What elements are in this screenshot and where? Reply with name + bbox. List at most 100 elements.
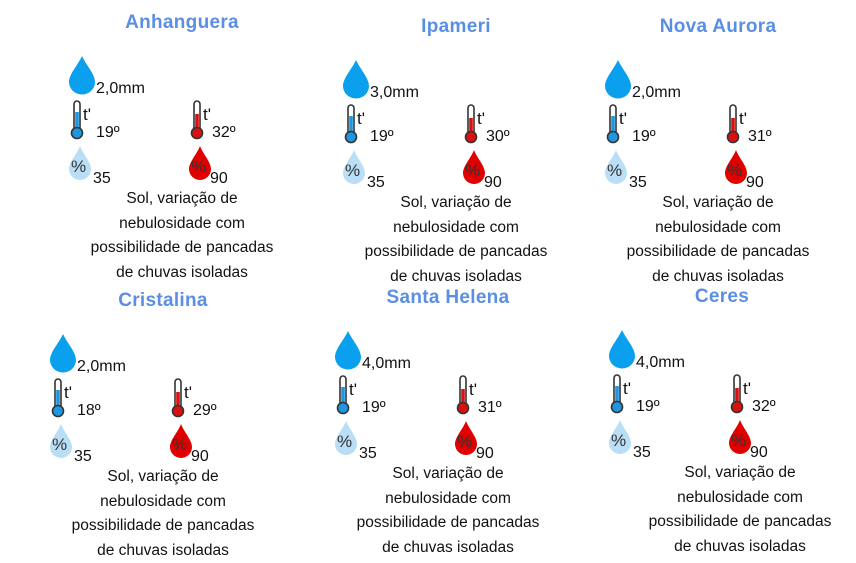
humidity-min: 35	[74, 447, 92, 467]
humidity-min: 35	[633, 443, 651, 463]
percent-symbol: %	[731, 431, 746, 451]
description-line: possibilidade de pancadas	[336, 240, 576, 265]
temp-symbol: t'	[64, 383, 72, 403]
description-line: Sol, variação de	[620, 461, 856, 486]
temp-symbol: t'	[477, 109, 485, 129]
rain-amount: 4,0mm	[362, 354, 411, 374]
temp-min: 19º	[370, 127, 394, 147]
temp-min: 19º	[636, 397, 660, 417]
water-drop-icon	[608, 329, 636, 369]
thermometer-cold-icon	[70, 100, 84, 140]
city-forecast-card: Anhanguera 2,0mm t' 19º t' 32º % 35 % 90…	[62, 11, 302, 281]
water-drop-icon	[604, 59, 632, 99]
temp-max: 32º	[212, 123, 236, 143]
description-line: Sol, variação de	[336, 191, 576, 216]
humidity-drop-red-icon: %	[462, 149, 486, 185]
temp-max: 30º	[486, 127, 510, 147]
description-line: nebulosidade com	[43, 490, 283, 515]
rain-amount: 2,0mm	[96, 79, 145, 99]
description-line: nebulosidade com	[336, 216, 576, 241]
thermometer-hot-icon	[726, 104, 740, 144]
humidity-drop-red-icon: %	[728, 419, 752, 455]
temp-symbol: t'	[83, 105, 91, 125]
humidity-max: 90	[191, 447, 209, 467]
description-line: nebulosidade com	[62, 212, 302, 237]
temp-max: 29º	[193, 401, 217, 421]
temp-symbol: t'	[623, 379, 631, 399]
temp-min: 19º	[632, 127, 656, 147]
thermometer-hot-icon	[456, 375, 470, 415]
city-forecast-card: Cristalina 2,0mm t' 18º t' 29º % 35 % 90…	[43, 289, 283, 559]
humidity-max: 90	[210, 169, 228, 189]
humidity-drop-light-icon: %	[342, 149, 366, 185]
temp-min: 19º	[96, 123, 120, 143]
temp-symbol: t'	[619, 109, 627, 129]
thermometer-hot-icon	[171, 378, 185, 418]
temp-min: 19º	[362, 398, 386, 418]
percent-symbol: %	[345, 161, 360, 181]
temp-symbol: t'	[184, 383, 192, 403]
temp-symbol: t'	[203, 105, 211, 125]
water-drop-icon	[68, 55, 96, 95]
thermometer-hot-icon	[464, 104, 478, 144]
percent-symbol: %	[611, 431, 626, 451]
humidity-drop-red-icon: %	[169, 423, 193, 459]
percent-symbol: %	[52, 435, 67, 455]
description-line: possibilidade de pancadas	[598, 240, 838, 265]
description-line: possibilidade de pancadas	[328, 511, 568, 536]
thermometer-cold-icon	[344, 104, 358, 144]
percent-symbol: %	[727, 161, 742, 181]
rain-amount: 2,0mm	[77, 357, 126, 377]
city-forecast-card: Ipameri 3,0mm t' 19º t' 30º % 35 % 90 So…	[336, 15, 576, 285]
humidity-drop-red-icon: %	[724, 149, 748, 185]
humidity-min: 35	[359, 444, 377, 464]
percent-symbol: %	[71, 157, 86, 177]
temp-max: 31º	[748, 127, 772, 147]
humidity-drop-red-icon: %	[188, 145, 212, 181]
thermometer-cold-icon	[606, 104, 620, 144]
humidity-max: 90	[746, 173, 764, 193]
thermometer-cold-icon	[51, 378, 65, 418]
humidity-min: 35	[629, 173, 647, 193]
percent-symbol: %	[191, 157, 206, 177]
humidity-drop-light-icon: %	[68, 145, 92, 181]
percent-symbol: %	[172, 435, 187, 455]
city-name: Anhanguera	[62, 11, 302, 35]
description-line: de chuvas isoladas	[62, 261, 302, 286]
city-forecast-card: Nova Aurora 2,0mm t' 19º t' 31º % 35 % 9…	[598, 15, 838, 285]
temp-max: 31º	[478, 398, 502, 418]
humidity-drop-light-icon: %	[334, 420, 358, 456]
water-drop-icon	[49, 333, 77, 373]
city-forecast-card: Santa Helena 4,0mm t' 19º t' 31º % 35 % …	[328, 286, 568, 556]
humidity-drop-light-icon: %	[49, 423, 73, 459]
description-line: possibilidade de pancadas	[43, 514, 283, 539]
temp-symbol: t'	[739, 109, 747, 129]
humidity-min: 35	[93, 169, 111, 189]
water-drop-icon	[342, 59, 370, 99]
city-name: Ceres	[602, 285, 842, 309]
humidity-drop-red-icon: %	[454, 420, 478, 456]
city-name: Ipameri	[336, 15, 576, 39]
humidity-drop-light-icon: %	[608, 419, 632, 455]
city-name: Nova Aurora	[598, 15, 838, 39]
city-name: Cristalina	[43, 289, 283, 313]
humidity-max: 90	[750, 443, 768, 463]
description-line: Sol, variação de	[328, 462, 568, 487]
humidity-min: 35	[367, 173, 385, 193]
rain-amount: 2,0mm	[632, 83, 681, 103]
humidity-drop-light-icon: %	[604, 149, 628, 185]
rain-amount: 4,0mm	[636, 353, 685, 373]
thermometer-hot-icon	[730, 374, 744, 414]
temp-min: 18º	[77, 401, 101, 421]
temp-symbol: t'	[469, 380, 477, 400]
percent-symbol: %	[457, 432, 472, 452]
thermometer-hot-icon	[190, 100, 204, 140]
description-line: Sol, variação de	[43, 465, 283, 490]
city-name: Santa Helena	[328, 286, 568, 310]
description-line: nebulosidade com	[620, 486, 856, 511]
description-line: Sol, variação de	[598, 191, 838, 216]
